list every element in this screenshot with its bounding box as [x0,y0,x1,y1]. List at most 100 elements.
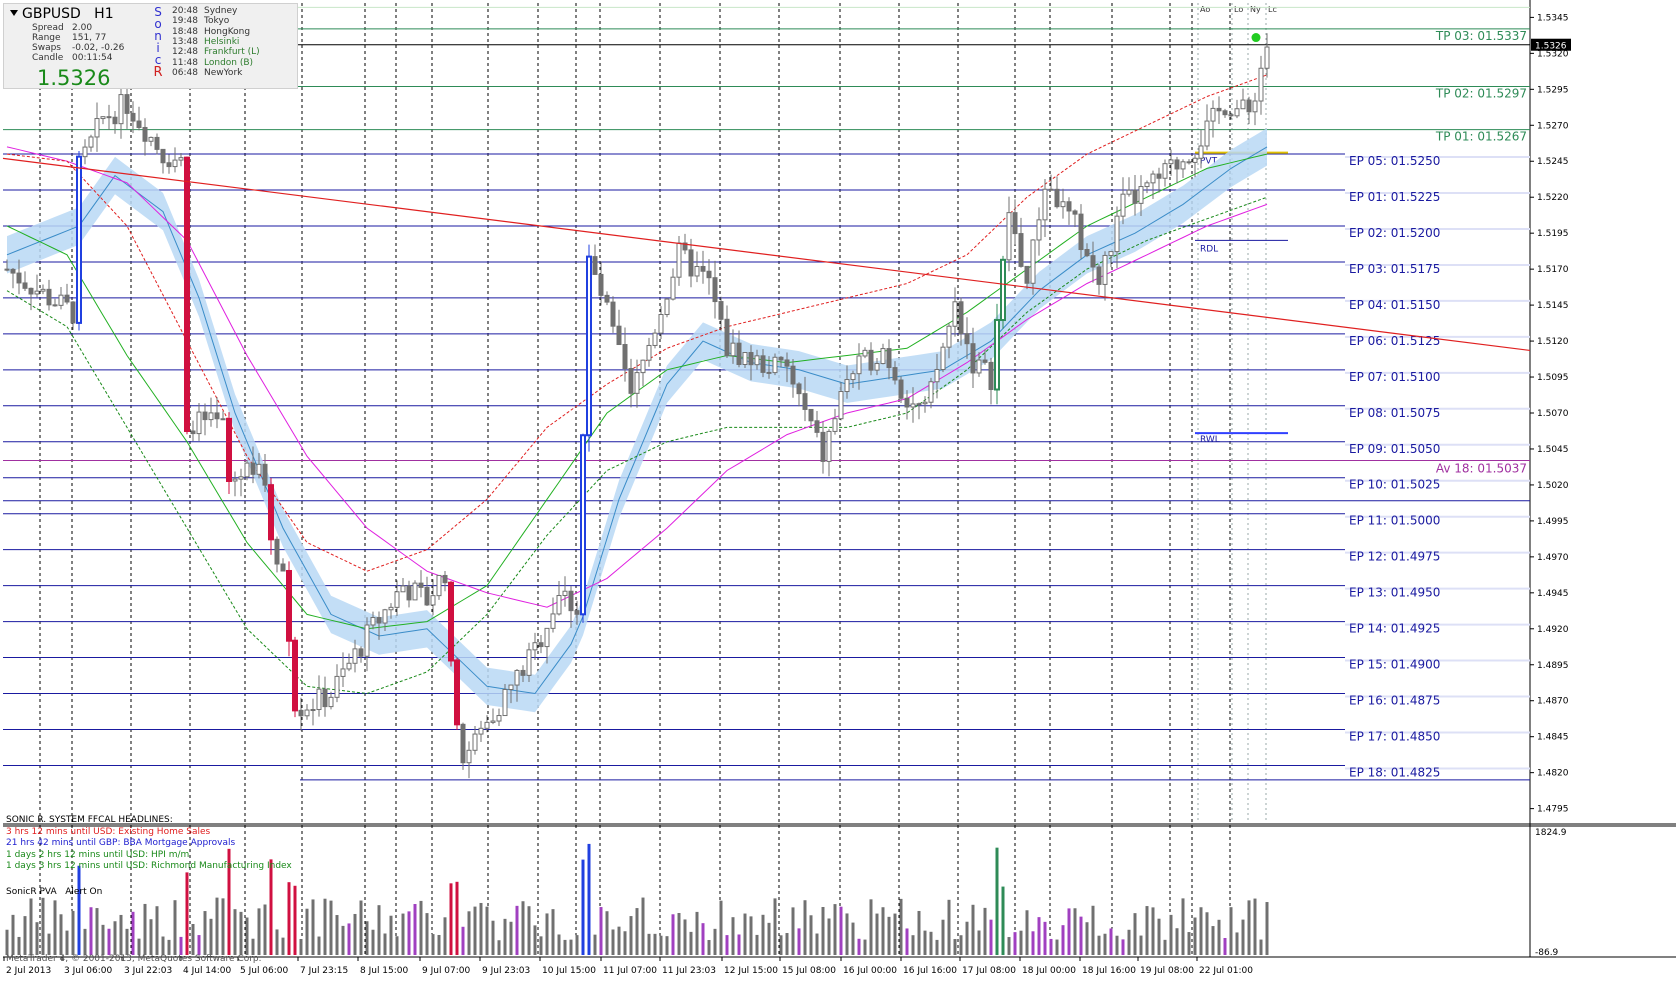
av-level-label: Av 18: 01.5037 [1436,461,1527,475]
candle-body [694,265,700,277]
candle-body [568,590,574,612]
volume-bar [71,910,75,955]
y-tick-label: 1.5295 [1537,85,1569,95]
indicator-title: SonicR PVA Alert On [6,887,103,897]
volume-bar [1049,938,1053,955]
candle-body [574,610,580,615]
volume-bar [311,899,315,955]
candle-body [652,332,658,346]
candle-body [322,688,328,708]
candle-body [448,581,454,662]
volume-bar [539,936,543,955]
x-tick-label: 3 Jul 22:03 [124,966,172,976]
candle-body [634,372,640,394]
candle-body [316,688,322,711]
volume-bar [113,921,117,955]
y-tick-label: 1.4920 [1537,625,1569,635]
volume-bar [1025,910,1029,955]
volume-bar [1169,914,1173,955]
volume-bar [173,900,177,955]
volume-bar [821,907,825,955]
candle-body [406,585,412,601]
volume-bar [689,931,693,955]
volume-bar [515,905,519,955]
volume-bar [959,935,963,955]
x-tick-label: 11 Jul 23:03 [662,966,716,976]
x-tick-label: 9 Jul 23:03 [482,966,530,976]
candle-body [376,617,382,624]
candle-body [550,613,556,629]
tp-level-label: TP 01: 01.5267 [1435,130,1527,144]
volume-bar [395,936,399,955]
candle-timer: 00:11:54 [72,53,113,63]
volume-bar [905,928,909,955]
candle-body [1120,193,1126,217]
candle-body [178,157,184,161]
candle-body [958,301,964,335]
volume-bar [1253,898,1257,955]
volume-bar [119,914,123,955]
volume-bar [149,919,153,955]
volume-bar [713,928,717,955]
candle-body [946,325,952,348]
volume-bar [677,913,681,955]
volume-bar [743,913,747,955]
candle-body [1030,239,1036,284]
x-tick-label: 18 Jul 00:00 [1022,966,1076,976]
pivot-label: PVT [1200,157,1218,167]
candle-body [1006,212,1012,261]
candle-body [622,344,628,370]
candle-body [424,586,430,606]
headline-item: 3 hrs 12 mins until USD: Existing Home S… [6,826,211,837]
volume-bar [1157,918,1161,955]
volume-bar [941,919,945,955]
candle-body [664,298,670,316]
ep-level-label: EP 05: 01.5250 [1349,154,1440,168]
candle-body [238,476,244,480]
volume-bar [863,939,867,955]
volume-bar [305,908,309,955]
volume-bar [665,936,669,955]
candle-body [712,277,718,303]
volume-bar [353,913,357,955]
candle-body [478,727,484,735]
volume-bar [467,911,471,955]
ep-level-label: EP 13: 01.4950 [1349,586,1440,600]
x-tick-label: 11 Jul 07:00 [603,966,657,976]
candle-body [1156,173,1162,179]
candle-body [1174,159,1180,170]
volume-bar [53,900,57,955]
candle-body [646,344,652,361]
y-tick-label: 1.5270 [1537,121,1569,131]
session-marker-label: Ao [1200,5,1210,14]
candle-body [454,659,460,726]
candle-body [520,669,526,676]
candle-body [724,318,730,357]
headlines-title: SONIC R. SYSTEM FFCAL HEADLINES: [6,815,173,825]
candle-body [856,355,862,375]
session-time: 12:48 [172,47,198,58]
candle-body [304,709,310,717]
volume-bar [371,929,375,955]
candle-body [418,582,424,588]
candle-body [808,408,814,422]
volume-bar [389,915,393,955]
candle-body [436,574,442,597]
volume-bar [737,934,741,955]
volume-bar [587,843,591,955]
candle-body [994,319,1000,391]
volume-bar [599,907,603,955]
swaps-label: Swaps [32,43,61,53]
candle-body [466,749,472,764]
y-tick-label: 1.5220 [1537,193,1569,203]
volume-bar [581,859,585,955]
volume-bar [1067,908,1071,955]
session-time: 18:48 [172,26,198,37]
volume-bar [413,904,417,955]
candle-body [64,294,70,303]
candle-label: Candle [32,53,64,63]
collapse-triangle-icon[interactable] [10,10,18,16]
candle-body [328,696,334,708]
volume-bar [701,923,705,955]
